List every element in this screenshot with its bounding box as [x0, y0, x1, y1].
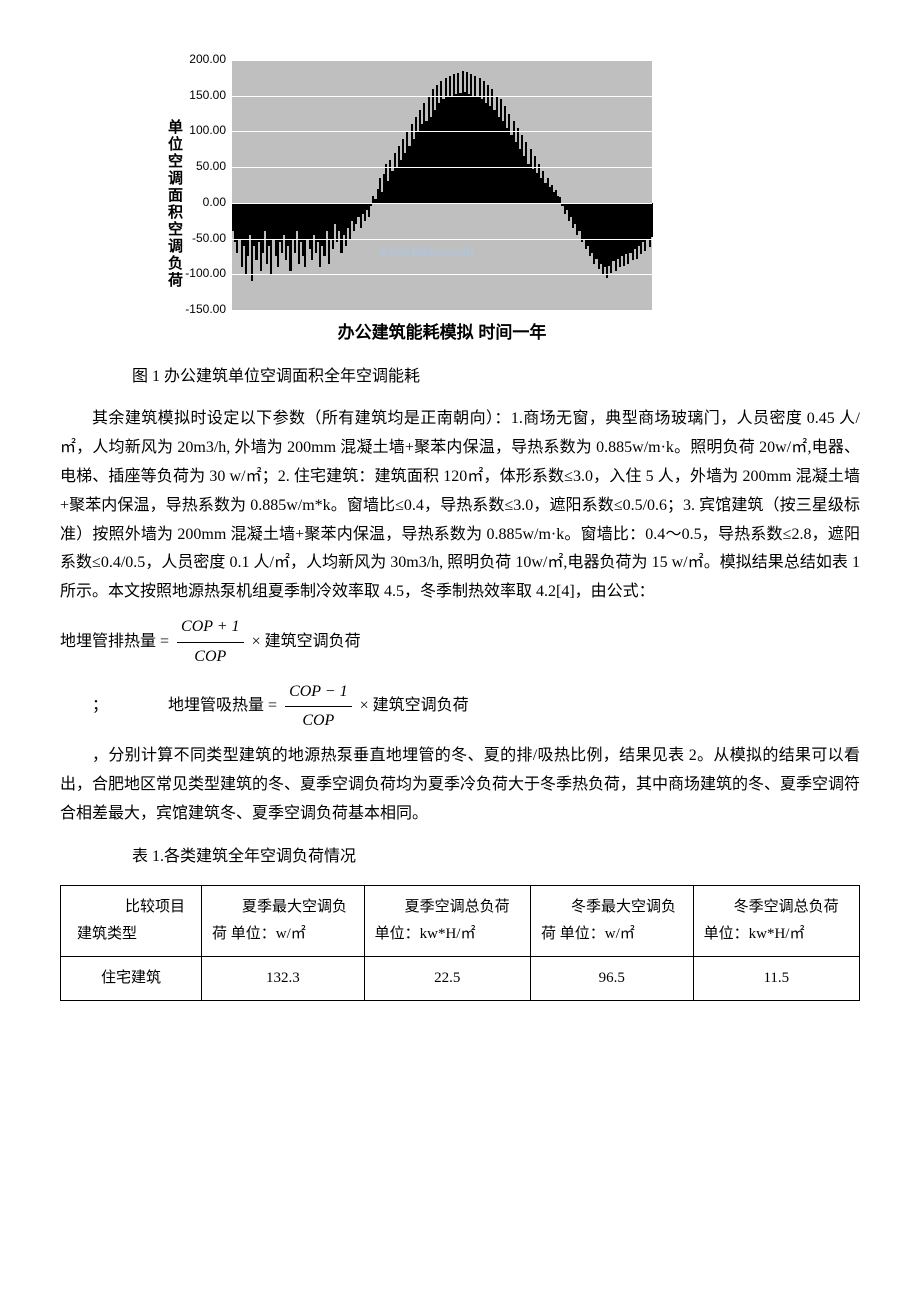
row1-c2: 96.5 [530, 957, 693, 1001]
header-left-top: 比较项目 [71, 894, 191, 921]
formula1-eq: = [160, 628, 169, 657]
formula-1: 地埋管排热量 = COP + 1 COP × 建筑空调负荷 [60, 613, 860, 672]
formula1-lhs: 地埋管排热量 [60, 628, 156, 657]
table-header-left: 比较项目 建筑类型 [61, 886, 202, 957]
chart-gridline [232, 167, 652, 168]
chart-gridline [232, 203, 652, 204]
chart-tick-label: 50.00 [196, 156, 232, 178]
table-caption: 表 1.各类建筑全年空调负荷情况 [100, 843, 860, 872]
paragraph-2: ，分别计算不同类型建筑的地源热泵垂直地埋管的冬、夏的排/吸热比例，结果见表 2。… [60, 742, 860, 828]
formula2-rhs: 建筑空调负荷 [373, 692, 469, 721]
chart-box: www.bdocx.com -150.00-100.00-50.000.0050… [192, 60, 652, 349]
paragraph-1: 其余建筑模拟时设定以下参数（所有建筑均是正南朝向）：1.商场无窗，典型商场玻璃门… [60, 405, 860, 607]
table-row: 住宅建筑 132.3 22.5 96.5 11.5 [61, 957, 860, 1001]
chart-gridline [232, 96, 652, 97]
table-col-0: 夏季最大空调负荷 单位：w/㎡ [202, 886, 365, 957]
formula-2: ； 地埋管吸热量 = COP − 1 COP × 建筑空调负荷 [60, 678, 860, 737]
figure-caption: 图 1 办公建筑单位空调面积全年空调能耗 [100, 363, 860, 392]
chart-gridline [232, 131, 652, 132]
formula1-times: × [252, 628, 261, 657]
chart-tick-label: -100.00 [185, 263, 232, 285]
chart-tick-label: -50.00 [192, 228, 232, 250]
chart-tick-label: 150.00 [189, 85, 232, 107]
row1-label: 住宅建筑 [61, 957, 202, 1001]
formula2-fraction: COP − 1 COP [285, 678, 352, 737]
formula1-fraction: COP + 1 COP [177, 613, 244, 672]
row1-c0: 132.3 [202, 957, 365, 1001]
chart-bar [651, 60, 653, 310]
table-col-1: 夏季空调总负荷单位：kw*H/㎡ [364, 886, 530, 957]
formula2-times: × [360, 692, 369, 721]
formula2-eq: = [268, 692, 277, 721]
table-col-3: 冬季空调总负荷单位：kw*H/㎡ [693, 886, 859, 957]
formula1-num: COP + 1 [177, 613, 244, 643]
chart-tick-label: -150.00 [185, 299, 232, 321]
header-left-bottom: 建筑类型 [71, 921, 191, 948]
table-header-row: 比较项目 建筑类型 夏季最大空调负荷 单位：w/㎡ 夏季空调总负荷单位：kw*H… [61, 886, 860, 957]
chart-gridline [232, 274, 652, 275]
formula2-den: COP [298, 707, 338, 736]
chart-tick-label: 0.00 [203, 192, 232, 214]
energy-chart: 单位空调面积空调负荷 www.bdocx.com -150.00-100.00-… [160, 60, 860, 349]
chart-gridline [232, 60, 652, 61]
row1-c3: 11.5 [693, 957, 859, 1001]
formula2-num: COP − 1 [285, 678, 352, 708]
chart-gridline [232, 310, 652, 311]
chart-bars [232, 60, 652, 310]
row1-c1: 22.5 [364, 957, 530, 1001]
formula1-den: COP [190, 643, 230, 672]
chart-gridline [232, 239, 652, 240]
formula2-prefix: ； [92, 692, 108, 721]
load-table: 比较项目 建筑类型 夏季最大空调负荷 单位：w/㎡ 夏季空调总负荷单位：kw*H… [60, 885, 860, 1001]
chart-x-title: 办公建筑能耗模拟 时间一年 [232, 318, 652, 349]
chart-plot-area: www.bdocx.com -150.00-100.00-50.000.0050… [232, 60, 652, 310]
formula2-lhs: 地埋管吸热量 [168, 692, 264, 721]
chart-tick-label: 200.00 [189, 49, 232, 71]
formula1-rhs: 建筑空调负荷 [265, 628, 361, 657]
table-col-2: 冬季最大空调负荷 单位：w/㎡ [530, 886, 693, 957]
chart-tick-label: 100.00 [189, 121, 232, 143]
